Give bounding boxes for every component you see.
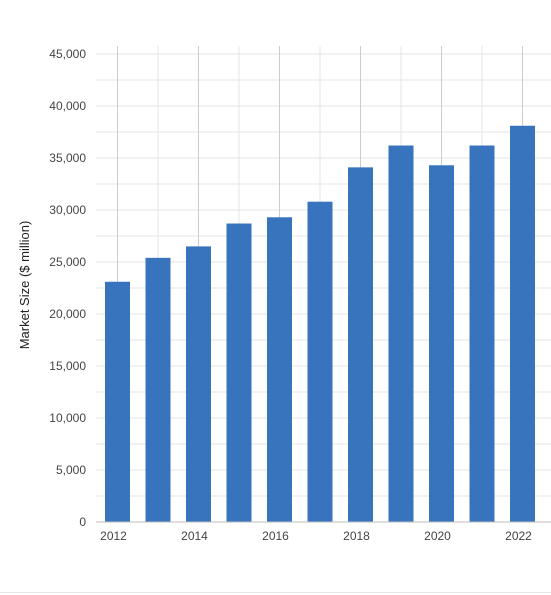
y-tick-label: 30,000 [49,203,86,217]
bar-2017 [307,201,333,522]
x-tick-label: 2022 [505,529,532,543]
bar-2012 [105,281,130,522]
bar-2015 [226,223,252,522]
y-tick-label: 25,000 [49,255,86,269]
y-tick-label: 35,000 [49,151,86,165]
x-tick-label: 2018 [343,529,370,543]
bars [105,125,535,523]
bar-2020 [429,165,454,522]
bar-2019 [388,145,414,522]
bottom-divider [0,592,551,593]
bar-2021 [469,145,495,522]
y-tick-label: 15,000 [49,359,86,373]
y-tick-labels: 0 5,000 10,000 15,000 20,000 25,000 30,000 35,0… [49,47,86,529]
y-tick-label: 10,000 [49,411,86,425]
x-tick-label: 2016 [262,529,289,543]
bar-2018 [348,167,373,523]
bar-2016 [267,217,292,522]
y-tick-label: 0 [79,515,86,529]
bar-2013 [145,257,171,522]
x-tick-label: 2014 [181,529,208,543]
x-tick-labels: 2012 2014 2016 2018 2020 2022 [100,529,532,543]
y-axis-title: Market Size ($ million) [17,221,32,350]
bar-2022 [510,125,535,522]
x-tick-label: 2020 [424,529,451,543]
bar-2014 [186,246,211,522]
x-tick-label: 2012 [100,529,127,543]
y-tick-label: 45,000 [49,47,86,61]
y-tick-label: 20,000 [49,307,86,321]
y-tick-label: 5,000 [56,463,86,477]
y-tick-label: 40,000 [49,99,86,113]
